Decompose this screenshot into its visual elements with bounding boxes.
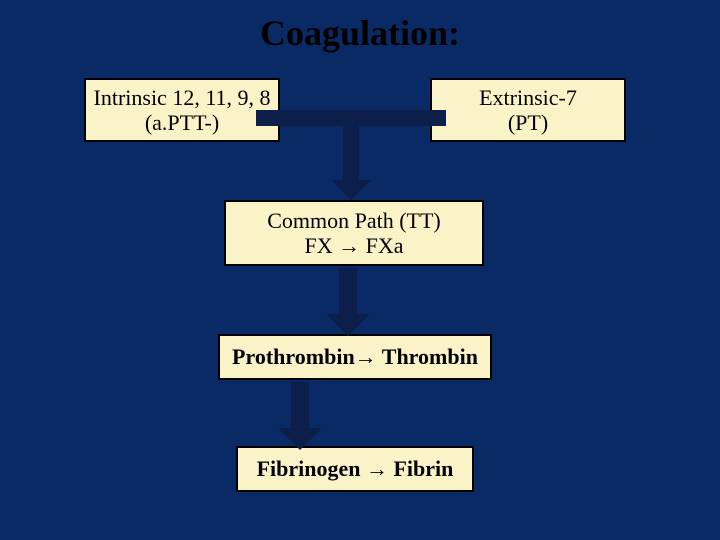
fibrin-line-0: Fibrinogen → Fibrin [257, 456, 454, 481]
common-line-1: FX → FXa [304, 233, 403, 258]
down-arrow-1-head [278, 428, 322, 450]
intrinsic-line-1: (a.PTT-) [145, 110, 219, 135]
intrinsic-line-0: Intrinsic 12, 11, 9, 8 [94, 85, 271, 110]
extrinsic-line-0: Extrinsic-7 [479, 85, 577, 110]
common-box: Common Path (TT)FX → FXa [224, 200, 484, 266]
down-arrow-1-stem [291, 382, 309, 428]
common-line-0: Common Path (TT) [267, 208, 441, 233]
intrinsic-box: Intrinsic 12, 11, 9, 8(a.PTT-) [84, 78, 280, 142]
merge-arrow-head [331, 180, 371, 200]
page-title: Coagulation: [0, 12, 720, 54]
extrinsic-box: Extrinsic-7(PT) [430, 78, 626, 142]
extrinsic-line-1: (PT) [508, 110, 548, 135]
down-arrow-0-stem [339, 268, 357, 314]
prothrombin-box: Prothrombin→ Thrombin [218, 334, 492, 380]
merge-arrow-stem [343, 110, 359, 180]
prothrombin-line-0: Prothrombin→ Thrombin [232, 344, 478, 369]
fibrin-box: Fibrinogen → Fibrin [236, 446, 474, 492]
down-arrow-0-head [326, 314, 370, 336]
